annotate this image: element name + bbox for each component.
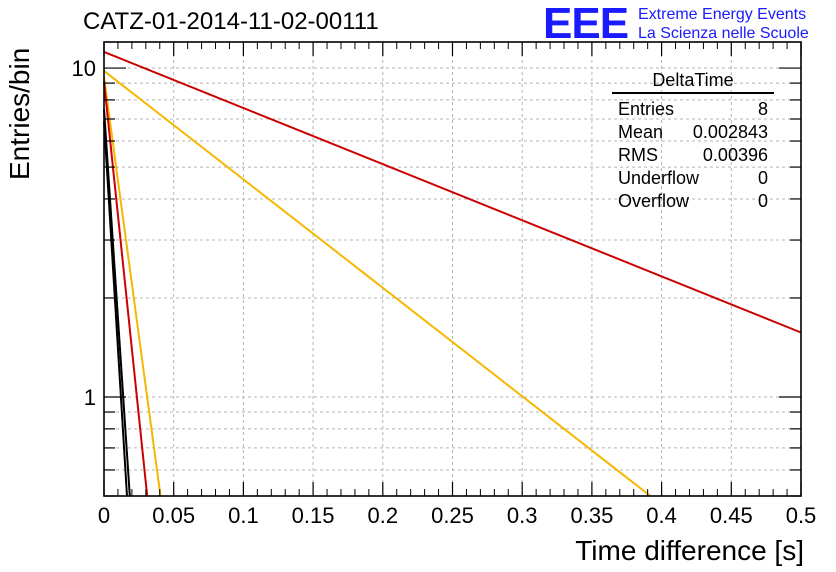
series-line-1 [103,50,802,334]
x-tick-label: 0.2 [368,503,399,528]
chart-title: CATZ-01-2014-11-02-00111 [83,8,379,35]
x-tick-labels: 0 0.05 0.1 0.15 0.2 0.25 0.3 0.35 0.4 0.45 0.5 [98,503,816,528]
y-tick-label: 1 [84,385,96,410]
series-line-4 [103,81,149,497]
x-tick-label: 0.35 [570,503,613,528]
stats-row-underflow: Underflow 0 [612,167,780,190]
grid [104,42,801,496]
x-tick-label: 0.45 [710,503,753,528]
stats-row-entries: Entries 8 [612,98,780,121]
stats-value: 0.00396 [702,145,768,165]
stats-value: 8 [757,99,768,119]
x-axis-label: Time difference [s] [575,535,804,566]
stats-value: 0.002843 [692,122,768,142]
x-tick-label: 0 [98,503,110,528]
stats-title: DeltaTime [612,70,774,94]
x-tick-label: 0.15 [292,503,335,528]
stats-value: 0 [757,191,768,211]
x-tick-label: 0.5 [786,503,817,528]
stats-label: Underflow [618,168,700,188]
series-line-6 [103,121,128,497]
x-tick-label: 0.3 [507,503,538,528]
y-tick-label: 10 [72,56,96,81]
logo-line-1: Extreme Energy Events [638,6,807,23]
series-line-3 [103,76,162,497]
stats-row-overflow: Overflow 0 [612,190,780,213]
logo-text: Extreme Energy Events La Scienza nelle S… [638,5,809,43]
logo-line-2: La Scienza nelle Scuole [638,25,809,42]
stats-row-rms: RMS 0.00396 [612,144,780,167]
axis-ticks [103,42,802,497]
stats-box: DeltaTime Entries 8 Mean 0.002843 RMS 0.… [612,70,780,213]
x-tick-label: 0.25 [431,503,474,528]
stats-label: Mean [618,122,664,142]
stats-value: 0 [757,168,768,188]
stats-label: Entries [618,99,675,119]
stats-row-mean: Mean 0.002843 [612,121,780,144]
y-tick-labels: 1 10 [72,56,96,410]
series-group [103,50,802,497]
stats-label: RMS [618,145,658,165]
series-line-5 [103,109,131,497]
y-axis-label: Entries/bin [4,47,35,180]
x-tick-label: 0.1 [228,503,259,528]
series-line-2 [103,70,652,497]
stats-label: Overflow [618,191,690,211]
x-tick-label: 0.05 [152,503,195,528]
x-tick-label: 0.4 [646,503,677,528]
logo-mark: EEE [543,0,629,48]
